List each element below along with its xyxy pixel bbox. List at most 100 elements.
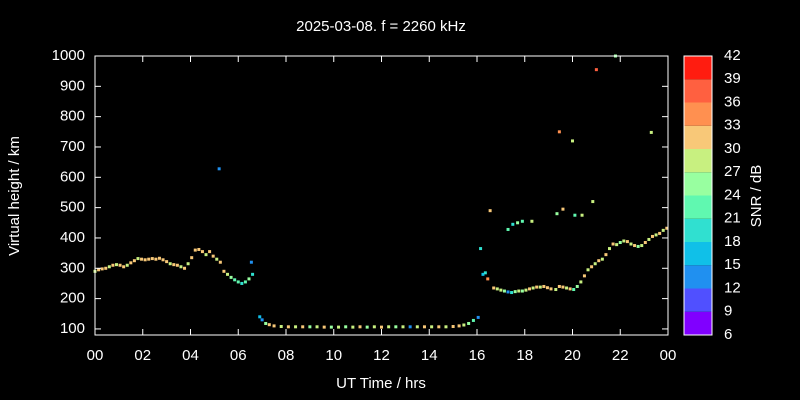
x-tick-label: 00 [660, 347, 677, 364]
point [125, 263, 129, 267]
point [557, 284, 561, 288]
point [150, 257, 154, 261]
point [604, 253, 608, 257]
point [643, 241, 647, 245]
point [467, 321, 471, 325]
x-tick-label: 04 [182, 347, 199, 364]
colorbar-tick-label: 9 [724, 303, 732, 320]
point [444, 325, 448, 329]
point [179, 265, 183, 269]
point [492, 286, 496, 290]
point [200, 250, 204, 254]
point [197, 247, 201, 251]
colorbar-tick-label: 15 [724, 256, 741, 273]
point [107, 265, 111, 269]
point [462, 323, 466, 327]
point [580, 213, 584, 217]
point [658, 231, 662, 235]
point [308, 325, 312, 329]
point [590, 265, 594, 269]
point [351, 325, 355, 329]
point [286, 325, 290, 329]
point [665, 226, 669, 230]
colorbar-block [684, 311, 712, 335]
colorbar-block [684, 56, 712, 80]
point [218, 260, 222, 264]
point [615, 243, 619, 247]
colorbar-tick-label: 30 [724, 140, 741, 157]
point [524, 288, 528, 292]
y-tick-label: 1000 [52, 47, 85, 64]
point [471, 318, 475, 322]
point [240, 281, 244, 285]
colorbar-block [684, 265, 712, 289]
point [568, 287, 572, 291]
y-tick-label: 600 [60, 168, 85, 185]
point [132, 259, 136, 263]
point [294, 325, 298, 329]
point [479, 247, 483, 251]
point [600, 257, 604, 261]
point [168, 262, 172, 266]
y-tick-label: 400 [60, 229, 85, 246]
colorbar-block [684, 242, 712, 266]
colorbar-block [684, 149, 712, 173]
point [136, 257, 140, 261]
point [258, 315, 262, 319]
point [183, 266, 187, 270]
point [380, 325, 383, 329]
point [640, 244, 644, 248]
point [272, 324, 276, 328]
point [516, 221, 520, 225]
chart-title: 2025-03-08. f = 2260 kHz [296, 18, 466, 35]
point [561, 285, 565, 289]
point [236, 280, 240, 284]
point [161, 258, 165, 262]
colorbar-block [684, 172, 712, 196]
y-tick-label: 900 [60, 77, 85, 94]
point [215, 257, 219, 261]
point [358, 325, 362, 329]
point [571, 139, 574, 143]
point [226, 272, 230, 276]
point [476, 315, 480, 319]
point [561, 207, 565, 211]
x-axis-label: UT Time / hrs [336, 375, 426, 392]
colorbar-tick-label: 33 [724, 117, 741, 134]
point [387, 325, 391, 329]
point [100, 267, 104, 271]
point [147, 257, 151, 261]
point [511, 222, 515, 226]
colorbar-tick-label: 36 [724, 93, 741, 110]
point [437, 325, 441, 329]
y-tick-label: 200 [60, 290, 85, 307]
x-tick-label: 20 [564, 347, 581, 364]
point [408, 325, 412, 329]
point [486, 277, 490, 281]
point [483, 271, 487, 275]
point [506, 290, 510, 294]
point [140, 257, 144, 261]
point [154, 257, 158, 261]
colorbar-frame [683, 55, 713, 336]
point [301, 325, 305, 329]
point [249, 260, 253, 264]
point [365, 325, 369, 329]
point [591, 200, 595, 204]
point [554, 288, 558, 292]
point [625, 240, 629, 244]
y-tick-label: 700 [60, 138, 85, 155]
colorbar-tick-label: 27 [724, 163, 741, 180]
point [204, 253, 208, 257]
point [217, 167, 221, 171]
point [0, 112, 3, 116]
x-tick-label: 08 [278, 347, 295, 364]
point [531, 286, 535, 290]
point [557, 130, 561, 134]
point [528, 287, 532, 291]
point [502, 289, 506, 293]
point [422, 325, 426, 329]
x-tick-label: 06 [230, 347, 247, 364]
